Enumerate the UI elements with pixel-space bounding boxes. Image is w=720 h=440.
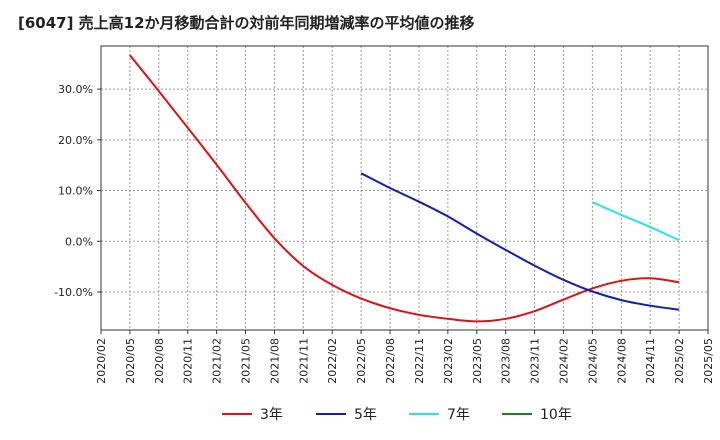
x-tick-label: 2022/05 [355,338,368,384]
x-tick-label: 2024/11 [644,338,657,384]
x-tick-label: 2021/02 [211,338,224,384]
series-line-5年 [360,172,680,311]
x-tick-label: 2023/02 [442,338,455,384]
x-tick-label: 2025/02 [673,338,686,384]
y-tick-label: 0.0% [65,235,93,248]
x-tick-label: 2024/05 [586,338,599,384]
x-tick-label: 2021/08 [268,338,281,384]
x-tick-label: 2025/05 [702,338,715,384]
y-tick-label: 30.0% [58,83,93,96]
legend-label-3年: 3年 [260,407,283,423]
x-tick-label: 2023/11 [529,338,542,384]
x-axis: 2020/02 2020/05 2020/08 2020/11 2021/02 2021/… [95,330,715,384]
x-tick-label: 2023/05 [471,338,484,384]
x-tick-label: 2020/02 [95,338,108,384]
legend-label-5年: 5年 [354,407,377,423]
x-tick-label: 2022/08 [384,338,397,384]
legend: 3年 5年 7年 10年 [222,407,572,423]
plot-area-frame [100,45,709,331]
x-tick-label: 2021/05 [240,338,253,384]
grid-lines [100,46,709,330]
x-tick-label: 2020/08 [153,338,166,384]
series-line-3年 [129,54,680,323]
x-tick-label: 2022/11 [413,338,426,384]
series-lines [129,54,680,323]
x-tick-label: 2021/11 [297,338,310,384]
legend-label-10年: 10年 [540,407,572,423]
y-axis: 30.0% 20.0% 10.0% 0.0% -10.0% [54,83,101,299]
y-tick-label: 20.0% [58,134,93,147]
x-tick-label: 2024/08 [615,338,628,384]
x-tick-label: 2020/11 [182,338,195,384]
y-tick-label: 10.0% [58,185,93,198]
series-line-7年 [591,201,680,242]
x-tick-label: 2024/02 [557,338,570,384]
legend-label-7年: 7年 [447,407,470,423]
chart-title: [6047] 売上高12か月移動合計の対前年同期増減率の平均値の推移 [18,14,475,32]
y-tick-label: -10.0% [54,286,93,299]
x-tick-label: 2023/08 [500,338,513,384]
x-tick-label: 2022/02 [326,338,339,384]
x-tick-label: 2020/05 [124,338,137,384]
